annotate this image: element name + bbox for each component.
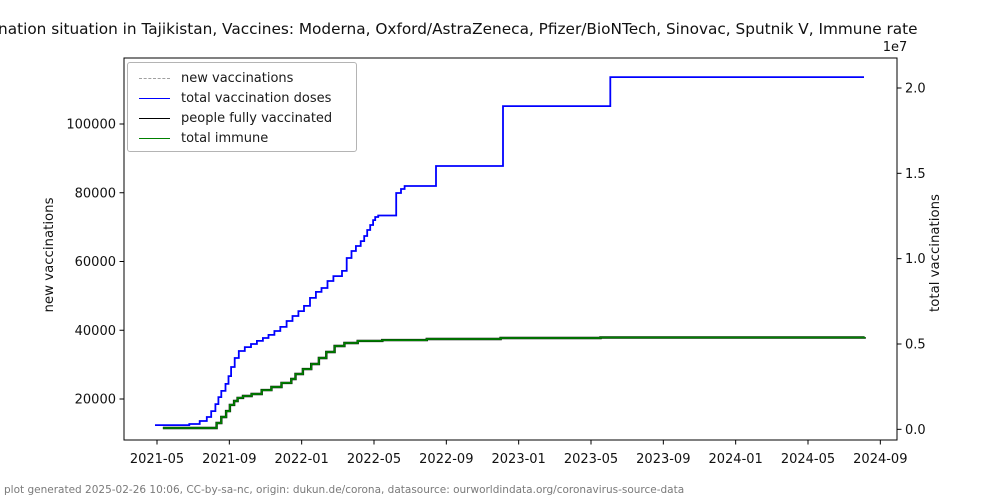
plot-dynamic-layer: 2021-05 2021-09 2022-01 2022-05 2022-09 2023-… [66, 76, 926, 467]
y-left-tick-label: 20000 [75, 393, 116, 408]
y-left-tick-label: 60000 [75, 255, 116, 270]
legend-item-total-vaccination-doses: total vaccination doses [139, 88, 356, 108]
right-axis-offset-text: 1e7 [883, 40, 908, 55]
legend-item-people-fully-vaccinated: people fully vaccinated [139, 108, 356, 128]
y-left-tick-label: 100000 [66, 118, 116, 133]
legend-label: people fully vaccinated [181, 110, 333, 126]
y-right-tick-label: 2.0 [905, 81, 926, 96]
y-right-tick-label: 0.0 [905, 423, 926, 438]
axes-frame [123, 57, 898, 441]
y-left-tick-label: 80000 [75, 186, 116, 201]
line-swatch-icon [139, 137, 170, 139]
x-tick-label: 2022-01 [275, 452, 329, 467]
legend-label: new vaccinations [181, 70, 294, 86]
legend: new vaccinations total vaccination doses… [127, 62, 357, 152]
x-tick-label: 2021-09 [202, 452, 256, 467]
series-line-total-immune [162, 336, 866, 429]
left-axis-label: new vaccinations [42, 197, 57, 312]
y-left-tick-label: 40000 [75, 324, 116, 339]
line-swatch-icon [139, 97, 170, 99]
legend-label: total vaccination doses [181, 90, 332, 106]
x-tick-label: 2022-05 [347, 452, 401, 467]
x-tick-label: 2022-09 [419, 452, 473, 467]
attribution-footer: plot generated 2025-02-26 10:06, CC-by-s… [4, 484, 685, 496]
y-right-tick-label: 1.5 [905, 167, 926, 182]
x-tick-label: 2024-09 [853, 452, 907, 467]
right-axis-label: total vaccinations [928, 194, 943, 312]
x-tick-label: 2023-05 [564, 452, 618, 467]
x-tick-label: 2023-09 [636, 452, 690, 467]
legend-item-new-vaccinations: new vaccinations [139, 68, 356, 88]
x-tick-label: 2023-01 [492, 452, 546, 467]
x-tick-label: 2024-01 [708, 452, 762, 467]
y-right-tick-label: 0.5 [905, 337, 926, 352]
legend-label: total immune [181, 130, 269, 146]
legend-item-total-immune: total immune [139, 128, 356, 148]
dashed-line-swatch-icon [139, 77, 170, 79]
chart-title: nation situation in Tajikistan, Vaccines… [0, 20, 918, 38]
line-swatch-icon [139, 117, 170, 119]
series-line-people-fully-vaccinated [162, 336, 866, 430]
series-line-total-vaccination-doses [155, 76, 864, 426]
x-tick-label: 2024-05 [781, 452, 835, 467]
x-tick-label: 2021-05 [130, 452, 184, 467]
y-right-tick-label: 1.0 [905, 252, 926, 267]
